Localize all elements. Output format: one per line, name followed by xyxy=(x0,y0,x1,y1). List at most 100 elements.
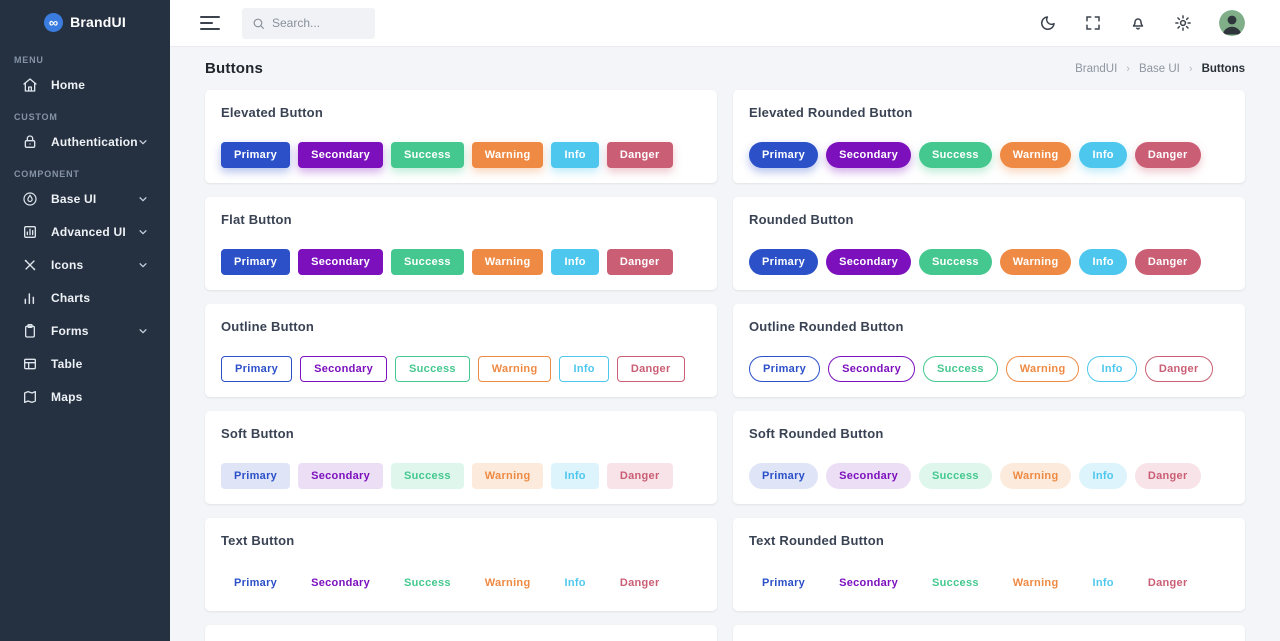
text-button-secondary[interactable]: Secondary xyxy=(826,570,911,596)
flat-button-secondary[interactable]: Secondary xyxy=(298,249,384,275)
elevated-button-warning[interactable]: Warning xyxy=(471,142,544,168)
elevated-button-info[interactable]: Info xyxy=(551,142,599,168)
text-button-info[interactable]: Info xyxy=(1079,570,1126,596)
search-input[interactable] xyxy=(272,16,362,30)
elevated-button-secondary[interactable]: Secondary xyxy=(826,142,912,168)
outline-button-info[interactable]: Info xyxy=(559,356,609,382)
brand-logo[interactable]: ∞ BrandUI xyxy=(0,0,170,44)
page-title: Buttons xyxy=(205,60,264,77)
flat-button-warning[interactable]: Warning xyxy=(999,249,1072,275)
map-icon xyxy=(22,389,38,405)
card-title: Text Rounded Button xyxy=(749,533,884,548)
sidebar-item-forms[interactable]: Forms xyxy=(0,314,170,347)
home-icon xyxy=(22,77,38,93)
outline-button-success[interactable]: Success xyxy=(923,356,998,382)
outline-button-secondary[interactable]: Secondary xyxy=(828,356,916,382)
search-box[interactable] xyxy=(242,7,375,39)
sidebar-item-label: Advanced UI xyxy=(51,224,126,239)
text-button-secondary[interactable]: Secondary xyxy=(298,570,383,596)
text-button-warning[interactable]: Warning xyxy=(1000,570,1072,596)
flat-button-success[interactable]: Success xyxy=(391,249,464,275)
elevated-button-primary[interactable]: Primary xyxy=(221,142,291,168)
soft-button-info[interactable]: Info xyxy=(551,463,599,489)
gear-icon[interactable] xyxy=(1174,14,1192,32)
elevated-button-success[interactable]: Success xyxy=(919,142,992,168)
outline-button-secondary[interactable]: Secondary xyxy=(300,356,388,382)
fullscreen-icon[interactable] xyxy=(1084,14,1102,32)
flat-button-danger[interactable]: Danger xyxy=(606,249,673,275)
elevated-button-success[interactable]: Success xyxy=(391,142,464,168)
chevron-down-icon xyxy=(138,137,154,147)
soft-button-primary[interactable]: Primary xyxy=(221,463,291,489)
text-button-success[interactable]: Success xyxy=(391,570,464,596)
user-avatar[interactable] xyxy=(1219,10,1245,36)
outline-button-warning[interactable]: Warning xyxy=(1005,356,1080,382)
card-text-rounded-button: Text Rounded Button Primary Secondary Succe… xyxy=(733,518,1245,611)
flat-button-danger[interactable]: Danger xyxy=(1134,249,1201,275)
soft-button-secondary[interactable]: Secondary xyxy=(826,463,912,489)
text-button-warning[interactable]: Warning xyxy=(472,570,544,596)
soft-button-warning[interactable]: Warning xyxy=(471,463,544,489)
sidebar-item-base-ui[interactable]: Base UI xyxy=(0,182,170,215)
card-title: Text Button xyxy=(221,533,295,548)
soft-button-secondary[interactable]: Secondary xyxy=(298,463,384,489)
sidebar-item-authentication[interactable]: Authentication xyxy=(0,125,170,158)
soft-button-info[interactable]: Info xyxy=(1079,463,1127,489)
soft-button-danger[interactable]: Danger xyxy=(606,463,673,489)
elevated-button-danger[interactable]: Danger xyxy=(1134,142,1201,168)
sidebar-item-charts[interactable]: Charts xyxy=(0,281,170,314)
flat-button-info[interactable]: Info xyxy=(551,249,599,275)
chevron-down-icon xyxy=(138,326,154,336)
card-rounded-button: Rounded Button Primary Secondary Success War… xyxy=(733,197,1245,290)
flat-button-success[interactable]: Success xyxy=(919,249,992,275)
sidebar-item-advanced-ui[interactable]: Advanced UI xyxy=(0,215,170,248)
sidebar-item-table[interactable]: Table xyxy=(0,347,170,380)
sidebar-item-maps[interactable]: Maps xyxy=(0,380,170,413)
elevated-button-info[interactable]: Info xyxy=(1079,142,1127,168)
flat-button-primary[interactable]: Primary xyxy=(749,249,819,275)
search-icon xyxy=(252,17,265,30)
table-icon xyxy=(22,356,38,372)
chevron-down-icon xyxy=(138,194,154,204)
elevated-button-warning[interactable]: Warning xyxy=(999,142,1072,168)
sidebar-item-icons[interactable]: Icons xyxy=(0,248,170,281)
breadcrumb-item-brandui[interactable]: BrandUI xyxy=(1075,62,1118,75)
text-button-danger[interactable]: Danger xyxy=(607,570,673,596)
bell-icon[interactable] xyxy=(1129,14,1147,32)
button-row: Primary Secondary Success Warning Info Danger xyxy=(749,356,1229,382)
text-button-info[interactable]: Info xyxy=(551,570,598,596)
flat-button-primary[interactable]: Primary xyxy=(221,249,291,275)
outline-button-danger[interactable]: Danger xyxy=(616,356,685,382)
card-title: Soft Button xyxy=(221,426,294,441)
elevated-button-secondary[interactable]: Secondary xyxy=(298,142,384,168)
flat-button-info[interactable]: Info xyxy=(1079,249,1127,275)
text-button-danger[interactable]: Danger xyxy=(1135,570,1201,596)
breadcrumb-item-base-ui[interactable]: Base UI xyxy=(1138,62,1180,75)
outline-button-info[interactable]: Info xyxy=(1087,356,1137,382)
button-row: Primary Secondary Success Warning Info Danger xyxy=(749,570,1229,596)
elevated-button-danger[interactable]: Danger xyxy=(606,142,673,168)
soft-button-primary[interactable]: Primary xyxy=(749,463,819,489)
elevated-button-primary[interactable]: Primary xyxy=(749,142,819,168)
flat-button-secondary[interactable]: Secondary xyxy=(826,249,912,275)
breadcrumb: BrandUI › Base UI › Buttons xyxy=(1075,63,1245,75)
moon-icon[interactable] xyxy=(1039,14,1057,32)
text-button-primary[interactable]: Primary xyxy=(221,570,290,596)
sidebar-item-label: Charts xyxy=(51,290,91,305)
soft-button-warning[interactable]: Warning xyxy=(999,463,1072,489)
menu-toggle-icon[interactable] xyxy=(200,16,220,30)
soft-button-success[interactable]: Success xyxy=(391,463,464,489)
soft-button-danger[interactable]: Danger xyxy=(1134,463,1201,489)
outline-button-primary[interactable]: Primary xyxy=(749,356,821,382)
text-button-success[interactable]: Success xyxy=(919,570,992,596)
flat-button-warning[interactable]: Warning xyxy=(471,249,544,275)
outline-button-warning[interactable]: Warning xyxy=(477,356,552,382)
sidebar-item-home[interactable]: Home xyxy=(0,68,170,101)
card-elevated-rounded-button: Elevated Rounded Button Primary Secondary S… xyxy=(733,90,1245,183)
text-button-primary[interactable]: Primary xyxy=(749,570,818,596)
outline-button-success[interactable]: Success xyxy=(395,356,470,382)
outline-button-danger[interactable]: Danger xyxy=(1144,356,1213,382)
sidebar-item-label: Table xyxy=(51,356,83,371)
outline-button-primary[interactable]: Primary xyxy=(221,356,293,382)
soft-button-success[interactable]: Success xyxy=(919,463,992,489)
